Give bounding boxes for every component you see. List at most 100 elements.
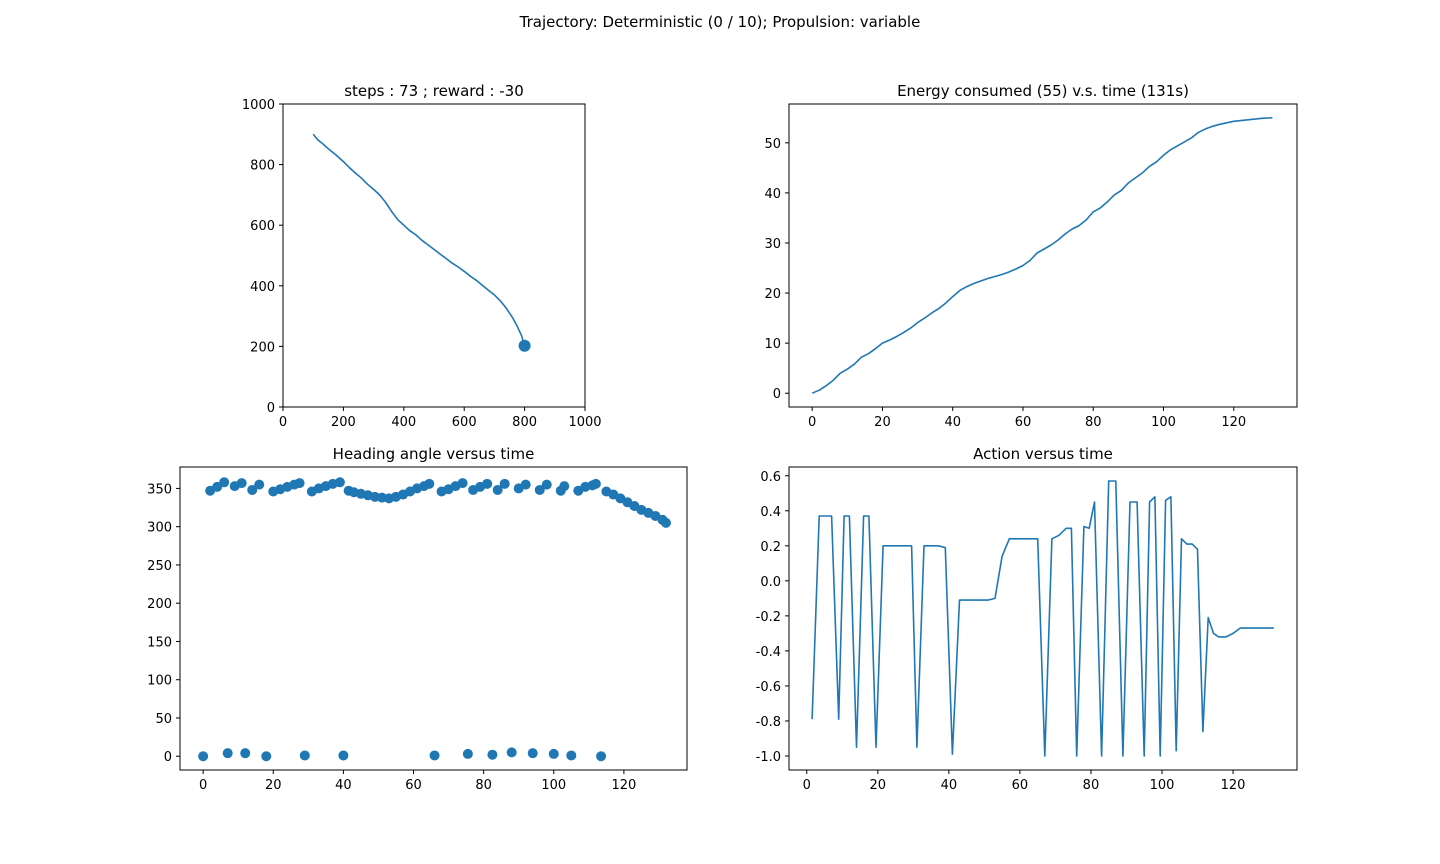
x-tick-label: 800	[512, 415, 537, 430]
x-tick-label: 0	[199, 778, 207, 793]
y-tick-label: 250	[147, 559, 172, 574]
figure-suptitle: Trajectory: Deterministic (0 / 10); Prop…	[519, 13, 921, 31]
plot-frame	[788, 103, 1298, 408]
scatter-point	[457, 478, 468, 489]
scatter-point	[566, 750, 577, 761]
scatter-point	[482, 478, 493, 489]
y-tick-label: 200	[147, 597, 172, 612]
y-tick-label: 20	[764, 287, 781, 302]
scatter-point	[520, 479, 531, 490]
chart-title: Heading angle versus time	[333, 445, 535, 463]
series-line	[811, 480, 1274, 757]
scatter-point	[462, 748, 473, 759]
y-tick-label: 40	[764, 187, 781, 202]
chart-title: Action versus time	[973, 445, 1113, 463]
y-tick-label: 0	[267, 401, 275, 416]
scatter-point	[261, 751, 272, 762]
x-tick-label: 60	[1015, 415, 1032, 430]
x-tick-label: 20	[870, 778, 887, 793]
y-tick-label: 10	[764, 337, 781, 352]
scatter-point	[424, 478, 435, 489]
scatter-point	[534, 484, 545, 495]
x-tick-label: 100	[1150, 778, 1175, 793]
scatter-point	[240, 748, 251, 759]
y-tick-label: 30	[764, 237, 781, 252]
x-tick-label: 600	[452, 415, 477, 430]
chart-title: steps : 73 ; reward : -30	[344, 82, 524, 100]
y-tick-label: 800	[250, 159, 275, 174]
x-tick-label: 200	[331, 415, 356, 430]
y-tick-label: 400	[250, 280, 275, 295]
x-tick-label: 120	[1221, 778, 1246, 793]
x-tick-label: 0	[279, 415, 287, 430]
end-point-marker	[518, 339, 531, 352]
scatter-point	[499, 478, 510, 489]
scatter-point	[222, 748, 233, 759]
x-tick-label: 60	[1012, 778, 1029, 793]
x-tick-label: 20	[265, 778, 282, 793]
x-tick-label: 40	[941, 778, 958, 793]
x-tick-label: 40	[335, 778, 352, 793]
y-tick-label: 0	[164, 750, 172, 765]
y-tick-label: -1.0	[756, 750, 781, 765]
x-tick-label: 120	[611, 778, 636, 793]
y-tick-label: 150	[147, 635, 172, 650]
x-tick-label: 80	[1085, 415, 1102, 430]
scatter-point	[219, 477, 230, 488]
x-tick-label: 100	[1151, 415, 1176, 430]
x-tick-label: 1000	[568, 415, 601, 430]
y-tick-label: 0.4	[760, 505, 781, 520]
scatter-point	[247, 484, 258, 495]
y-tick-label: 200	[250, 340, 275, 355]
y-tick-label: 0	[773, 387, 781, 402]
scatter-point	[596, 751, 607, 762]
scatter-point	[590, 478, 601, 489]
x-tick-label: 0	[803, 778, 811, 793]
scatter-point	[527, 748, 538, 759]
scatter-point	[506, 747, 517, 758]
x-tick-label: 120	[1221, 415, 1246, 430]
y-tick-label: 0.2	[760, 540, 781, 555]
x-tick-label: 100	[541, 778, 566, 793]
x-tick-label: 40	[944, 415, 961, 430]
y-tick-label: 50	[764, 137, 781, 152]
y-tick-label: 350	[147, 482, 172, 497]
scatter-point	[548, 748, 559, 759]
series-line	[312, 133, 526, 347]
scatter-point	[198, 751, 209, 762]
y-tick-label: 0.6	[760, 470, 781, 485]
scatter-point	[559, 481, 570, 492]
scatter-point	[541, 479, 552, 490]
y-tick-label: 50	[155, 712, 172, 727]
scatter-point	[338, 750, 349, 761]
scatter-point	[429, 750, 440, 761]
plot-frame	[282, 103, 586, 408]
x-tick-label: 80	[1083, 778, 1100, 793]
scatter-point	[254, 479, 265, 490]
y-tick-label: 1000	[242, 98, 275, 113]
y-tick-label: -0.4	[756, 645, 781, 660]
scatter-point	[334, 477, 345, 488]
chart-title: Energy consumed (55) v.s. time (131s)	[897, 82, 1189, 100]
x-tick-label: 400	[391, 415, 416, 430]
plot-frame	[179, 466, 688, 771]
series-line	[811, 117, 1273, 394]
scatter-point	[660, 517, 671, 528]
x-tick-label: 0	[808, 415, 816, 430]
y-tick-label: 0.0	[760, 575, 781, 590]
y-tick-label: -0.2	[756, 610, 781, 625]
y-tick-label: 100	[147, 674, 172, 689]
x-tick-label: 80	[475, 778, 492, 793]
y-tick-label: -0.8	[756, 715, 781, 730]
scatter-point	[492, 484, 503, 495]
y-tick-label: 300	[147, 521, 172, 536]
y-tick-label: -0.6	[756, 680, 781, 695]
x-tick-label: 60	[405, 778, 422, 793]
y-tick-label: 600	[250, 219, 275, 234]
x-tick-label: 20	[874, 415, 891, 430]
plot-frame	[788, 466, 1298, 771]
scatter-point	[487, 749, 498, 760]
scatter-point	[294, 478, 305, 489]
scatter-point	[299, 750, 310, 761]
